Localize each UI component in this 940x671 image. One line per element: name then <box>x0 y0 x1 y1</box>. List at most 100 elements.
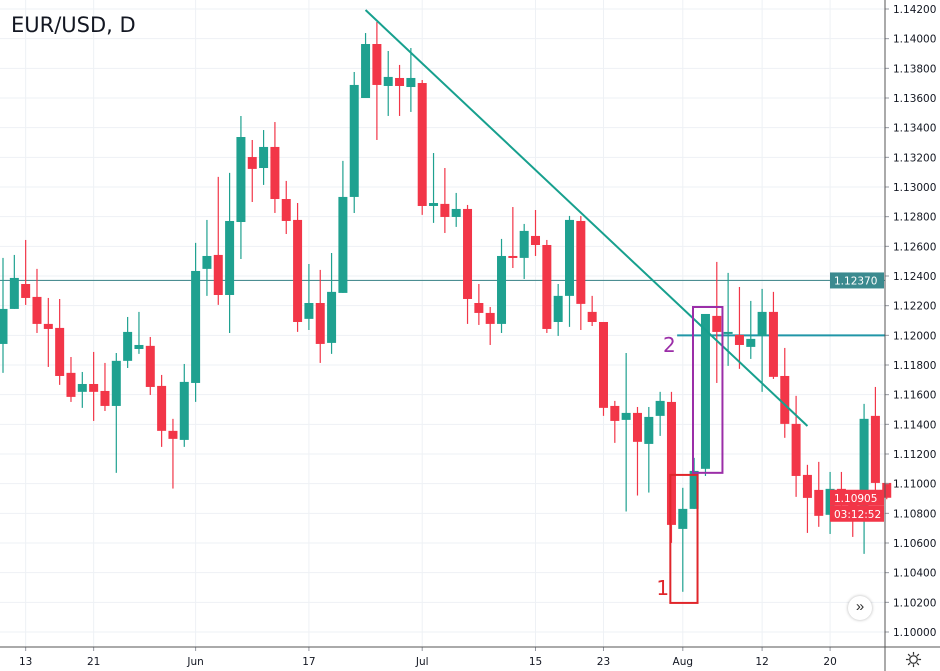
candle-bullish <box>497 238 507 333</box>
candle-body <box>655 400 665 416</box>
scroll-to-realtime-button[interactable]: » <box>848 596 872 620</box>
candle-body <box>281 199 291 221</box>
grid <box>0 0 885 647</box>
candle-bearish <box>870 386 880 491</box>
candle-bullish <box>700 313 710 476</box>
candle-bearish <box>270 122 280 213</box>
candle-bullish <box>678 487 688 592</box>
candle-body <box>814 489 824 516</box>
candle-bearish <box>440 168 450 233</box>
candle-body <box>474 302 484 313</box>
candle-body <box>395 77 405 86</box>
candle-body <box>712 315 722 332</box>
x-tick-label: Aug <box>673 656 694 668</box>
candle-body <box>406 77 416 88</box>
x-tick-label: Jun <box>186 656 203 668</box>
candle-body <box>21 284 31 298</box>
x-tick-label: 12 <box>755 656 768 668</box>
candle-body <box>145 345 155 387</box>
candle-body <box>859 418 869 512</box>
candle-bearish <box>168 418 178 489</box>
candle-bullish <box>859 403 869 554</box>
candle-bullish <box>746 300 756 359</box>
candle-body <box>780 375 790 424</box>
candle-bullish <box>655 391 665 436</box>
y-tick-label: 1.10800 <box>893 508 936 520</box>
candle-bearish <box>734 286 744 369</box>
x-tick-label: 15 <box>529 656 542 668</box>
y-tick-label: 1.12600 <box>893 241 936 253</box>
candle-bearish <box>666 391 676 543</box>
candle-bearish <box>213 176 223 305</box>
candle-body <box>768 311 778 377</box>
candle-body <box>123 331 133 361</box>
candle-bullish <box>9 254 19 309</box>
candle-body <box>259 146 269 169</box>
candle-bearish <box>145 336 155 395</box>
highlight-box-2[interactable] <box>691 306 724 474</box>
candle-bearish <box>508 207 518 268</box>
candle-bearish <box>100 362 110 411</box>
y-tick-label: 1.14200 <box>893 4 936 16</box>
candle-body <box>678 508 688 529</box>
gear-icon[interactable] <box>905 651 922 668</box>
candle-bearish <box>712 261 722 383</box>
candle-bullish <box>225 172 235 333</box>
candle-bullish <box>123 316 133 368</box>
candle-body <box>134 344 144 349</box>
x-tick-label: 23 <box>597 656 610 668</box>
candle-body <box>621 412 631 420</box>
candle-body <box>270 146 280 200</box>
y-tick-label: 1.12000 <box>893 330 936 342</box>
candle-bullish <box>621 352 631 512</box>
candle-bullish <box>429 153 439 223</box>
y-tick-label: 1.13000 <box>893 182 936 194</box>
highlight-box-1[interactable] <box>669 473 699 604</box>
candle-bearish <box>21 239 31 305</box>
y-tick-label: 1.11800 <box>893 360 936 372</box>
candle-bullish <box>757 288 767 392</box>
candle-bearish <box>610 400 620 443</box>
y-tick-label: 1.11400 <box>893 419 936 431</box>
candle-body <box>451 208 461 217</box>
candle-body <box>802 474 812 498</box>
candle-body <box>757 311 767 336</box>
candle-bullish <box>349 72 359 213</box>
x-tick-label: 17 <box>302 656 315 668</box>
candle-body <box>77 383 87 392</box>
candle-body <box>202 255 212 269</box>
candle-bearish <box>587 295 597 326</box>
y-tick-label: 1.13200 <box>893 152 936 164</box>
symbol-title: EUR/USD, D <box>11 13 136 37</box>
x-tick-label: Jul <box>415 656 429 668</box>
trendline[interactable] <box>364 9 809 427</box>
candle-bullish <box>451 192 461 227</box>
candle-bearish <box>66 356 76 402</box>
candle-bearish <box>315 269 325 363</box>
candle-body <box>508 255 518 258</box>
candle-body <box>43 323 53 329</box>
candle-bearish <box>463 204 473 324</box>
candle-body <box>315 302 325 344</box>
x-tick-label: 20 <box>823 656 836 668</box>
candle-body <box>168 430 178 439</box>
candle-bullish <box>383 50 393 116</box>
candle-body <box>485 312 495 324</box>
candle-body <box>225 220 235 295</box>
candle-body <box>576 220 586 304</box>
bar-countdown-badge-text: 03:12:52 <box>834 509 881 521</box>
candle-bullish <box>236 115 246 259</box>
candle-bearish <box>531 209 541 256</box>
candle-body <box>553 295 563 322</box>
candle-bullish <box>0 257 8 373</box>
candle-body <box>213 254 223 295</box>
last-price-badge <box>830 489 884 506</box>
candle-body <box>236 137 246 223</box>
candle-body <box>882 482 892 498</box>
candle-body <box>157 385 167 431</box>
y-tick-label: 1.10000 <box>893 627 936 639</box>
y-tick-label: 1.10400 <box>893 568 936 580</box>
y-tick-label: 1.10200 <box>893 597 936 609</box>
candle-body <box>361 44 371 98</box>
